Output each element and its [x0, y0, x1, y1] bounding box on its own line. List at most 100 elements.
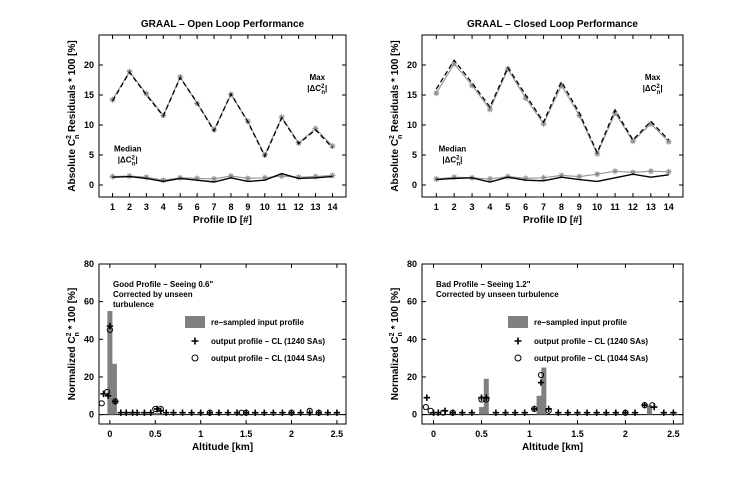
x-tick-label: 3 — [144, 202, 149, 212]
legend-label-input: re–sampled input profile — [211, 318, 304, 327]
x-tick-label: 14 — [327, 202, 337, 212]
data-point-star — [665, 168, 672, 175]
output-1240-marker — [511, 409, 519, 416]
legend-swatch-circle — [514, 354, 522, 362]
output-1240-marker — [197, 409, 204, 416]
data-point-star — [558, 82, 565, 89]
data-point-star — [194, 175, 201, 182]
y-tick-label: 5 — [89, 150, 94, 160]
x-tick-label: 2.5 — [331, 429, 344, 439]
x-tick-label: 3 — [470, 202, 475, 212]
x-tick-label: 2 — [289, 429, 294, 439]
x-tick-label: 2 — [127, 202, 132, 212]
output-1240-marker — [564, 409, 572, 416]
legend-swatch-plus — [514, 337, 522, 345]
plot-frame — [98, 263, 347, 425]
output-1044-marker — [449, 409, 456, 416]
output-1044-marker — [106, 326, 113, 333]
output-1044-marker — [243, 409, 250, 416]
max-label: Max — [309, 73, 325, 82]
max-delta-sup: 2 — [656, 84, 660, 90]
series-line-0 — [111, 71, 333, 158]
y-tick-label: 15 — [84, 90, 94, 100]
legend-label-1044: output profile – CL (1044 SAs) — [211, 354, 325, 363]
output-1240-marker — [297, 409, 304, 416]
output-1044-marker — [440, 409, 447, 416]
y-tick-label: 60 — [84, 297, 94, 307]
max-delta-text: |ΔC — [643, 84, 657, 93]
output-1240-marker — [492, 409, 500, 416]
y-tick-label: 5 — [412, 150, 417, 160]
plot-frame — [421, 263, 684, 425]
output-1240-marker — [261, 409, 268, 416]
y-tick-label: 0 — [412, 180, 417, 190]
x-tick-label: 13 — [311, 202, 321, 212]
output-1044-marker — [157, 405, 164, 413]
output-1240-marker — [603, 409, 610, 416]
y-tick-label: 40 — [407, 334, 417, 344]
input-profile-bar — [157, 412, 163, 415]
y-label-sup: 2 — [66, 332, 73, 336]
legend-swatch-bar — [185, 316, 205, 328]
data-point-star — [329, 143, 336, 149]
median-delta-sub: n — [456, 161, 460, 167]
data-point-star — [629, 138, 636, 145]
plot-frame — [98, 34, 347, 198]
y-label-sub: n — [74, 332, 81, 336]
y-tick-label: 40 — [84, 334, 94, 344]
profile-note-1: Corrected by unseen turbulence — [436, 290, 559, 299]
data-point-star — [612, 168, 619, 175]
max-delta-bar: | — [660, 84, 662, 93]
plot-frame — [421, 34, 684, 198]
y-tick-label: 20 — [407, 372, 417, 382]
x-tick-label: 4 — [487, 202, 492, 212]
median-label-delta: |ΔC2 n| — [118, 155, 138, 167]
output-1044-marker — [531, 405, 538, 413]
x-tick-label: 7 — [212, 202, 217, 212]
y-axis-label: Absolute C2n Residuals * 100 [%] — [389, 40, 404, 191]
data-point-star — [261, 174, 268, 181]
data-point-star — [486, 176, 493, 182]
x-tick-label: 5 — [178, 202, 183, 212]
output-1240-marker — [162, 409, 170, 416]
median-delta-sup: 2 — [132, 155, 136, 161]
median-delta-text: |ΔC — [442, 155, 456, 164]
input-profile-bar — [111, 363, 117, 415]
output-1240-marker — [502, 409, 509, 416]
bar-chart-1: 0 0.5 1 1.5 2 2.5 0 20 40 60 80 Altitude [km] Normal… — [66, 259, 347, 453]
output-1240-marker — [583, 409, 591, 416]
output-1044-marker — [288, 409, 295, 416]
x-tick-label: 14 — [664, 202, 674, 212]
series-line-1 — [435, 62, 670, 156]
data-point-star — [143, 174, 150, 181]
x-tick-label: 4 — [161, 202, 166, 212]
data-point-star — [522, 175, 529, 182]
output-1240-marker — [537, 379, 545, 386]
output-1240-marker — [106, 322, 114, 330]
data-point-star — [451, 60, 458, 67]
output-1240-marker — [593, 409, 600, 416]
y-label-main: Normalized C — [67, 336, 78, 400]
max-delta-sub: n — [657, 90, 661, 96]
output-1240-marker — [279, 409, 286, 416]
x-tick-label: 2 — [623, 429, 628, 439]
data-point-star — [143, 90, 150, 97]
output-1240-marker — [147, 409, 154, 416]
input-profile-bar — [646, 405, 652, 415]
data-point-star — [211, 176, 218, 182]
series-line-2 — [112, 172, 333, 183]
output-1240-marker — [468, 409, 476, 416]
y-label-main: Absolute C — [67, 139, 78, 192]
y-tick-label: 60 — [407, 297, 417, 307]
y-tick-label: 20 — [407, 60, 417, 70]
data-point-star — [469, 82, 476, 89]
data-point-star — [629, 169, 636, 176]
input-profile-bar — [107, 311, 113, 415]
data-point-star — [329, 172, 336, 179]
x-tick-label: 8 — [559, 202, 564, 212]
max-delta-bar: | — [325, 84, 327, 93]
data-point-star — [558, 172, 565, 179]
y-label-sup: 2 — [389, 332, 396, 336]
y-axis-label: Normalized C2n * 100 [%] — [66, 288, 81, 401]
